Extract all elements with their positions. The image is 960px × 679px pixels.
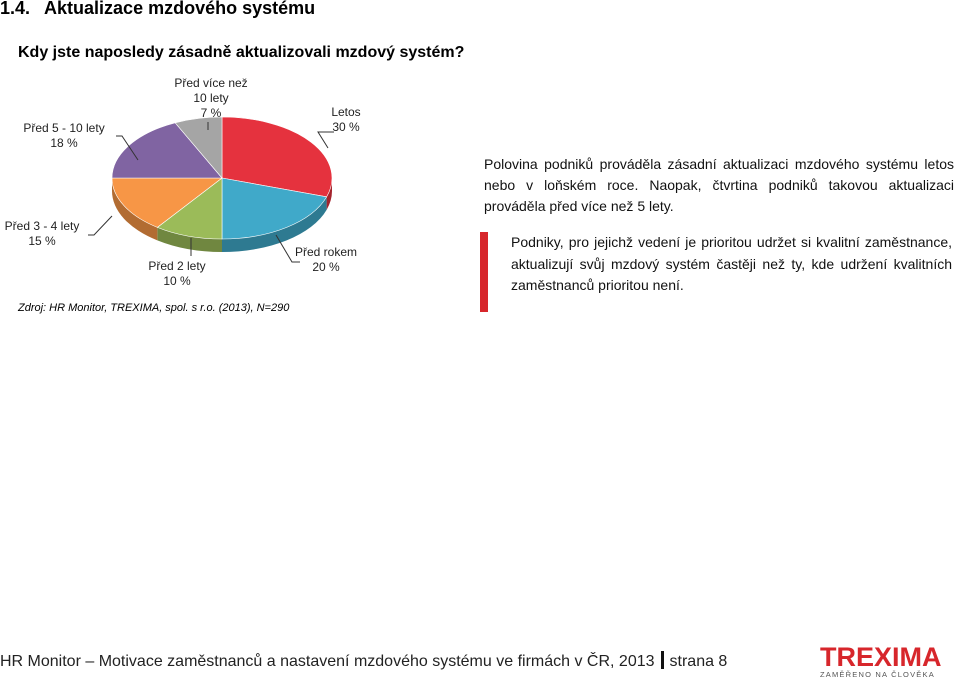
page-number: strana 8	[669, 653, 728, 670]
pie-side-3	[112, 178, 158, 241]
pie-slice-3	[111, 177, 223, 228]
pie-label-4: Před 5 - 10 lety 18 %	[23, 121, 104, 150]
summary-paragraph: Polovina podniků prováděla zásadní aktua…	[484, 156, 954, 214]
pie-side-2	[157, 227, 222, 252]
pie-side-0	[326, 178, 332, 210]
pie-label-1: Před rokem 20 %	[295, 245, 357, 274]
pie-slices	[111, 116, 333, 240]
chart-question: Kdy jste naposledy zásadně aktualizovali…	[18, 44, 465, 61]
section-number: 1.4.	[0, 0, 31, 18]
section-heading: Aktualizace mzdového systému	[44, 0, 316, 18]
section-title: 1.4. Aktualizace mzdového systému	[0, 0, 315, 19]
footer-title: HR Monitor – Motivace zaměstnanců a nast…	[0, 653, 655, 670]
logo-tagline: ZAMĚŘENO NA ČLOVĚKA	[820, 670, 935, 679]
pie-labels: Letos 30 % Před rokem 20 % Před 2 lety 10 % Př…	[5, 76, 361, 288]
pie-3d-sides	[112, 178, 332, 252]
pie-leader-lines	[88, 122, 334, 263]
pie-leader-0	[317, 131, 334, 149]
highlight-accent-bar	[480, 232, 488, 312]
pie-slice-1	[221, 177, 328, 240]
footer-separator	[660, 651, 664, 669]
pie-side-1	[222, 196, 327, 252]
pie-label-5: Před více než 10 lety 7 %	[174, 76, 247, 120]
pie-leader-3	[88, 215, 113, 236]
pie-leader-1	[275, 234, 300, 263]
pie-chart: Letos 30 % Před rokem 20 % Před 2 lety 10 % Př…	[5, 76, 361, 288]
pie-leader-4	[116, 135, 139, 161]
pie-label-0: Letos 30 %	[331, 105, 360, 134]
footer: HR Monitor – Motivace zaměstnanců a nast…	[0, 651, 727, 671]
pie-label-2: Před 2 lety 10 %	[148, 259, 205, 288]
trexima-logo: TREXIMA ZAMĚŘENO NA ČLOVĚKA	[820, 642, 956, 679]
pie-slice-0	[221, 116, 333, 198]
pie-slice-5	[174, 116, 223, 179]
logo-brand: TREXIMA	[820, 642, 942, 672]
highlight-paragraph: Podniky, pro jejichž vedení je prioritou…	[511, 234, 952, 293]
pie-label-3: Před 3 - 4 lety 15 %	[5, 219, 80, 248]
source-note: Zdroj: HR Monitor, TREXIMA, spol. s r.o.…	[18, 302, 290, 314]
pie-slice-4	[111, 122, 223, 179]
